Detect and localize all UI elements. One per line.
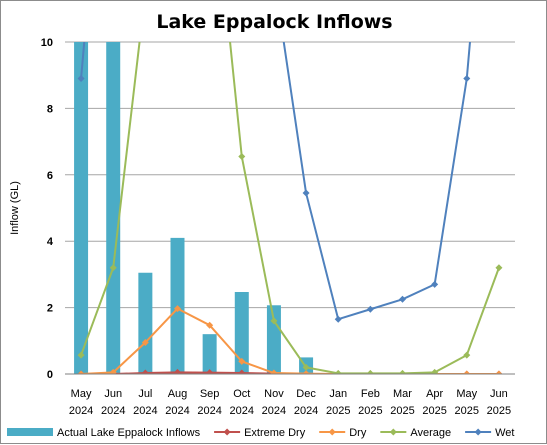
x-tick-label-year: 2024: [197, 405, 221, 417]
x-tick-label-year: 2024: [101, 405, 125, 417]
y-axis-label: Inflow (GL): [9, 181, 21, 235]
x-tick-label-year: 2025: [390, 405, 414, 417]
bar-series: [74, 42, 314, 374]
bar: [202, 334, 217, 374]
x-tick-label-month: Feb: [361, 388, 380, 400]
y-tick-label: 6: [47, 170, 53, 182]
legend-marker: [474, 428, 482, 436]
data-point: [174, 305, 181, 313]
data-point: [463, 370, 471, 374]
legend-label: Average: [410, 427, 451, 439]
x-tick-label-year: 2025: [422, 405, 446, 417]
x-tick-label-month: Jun: [490, 388, 508, 400]
legend-marker: [328, 428, 336, 436]
bar: [106, 42, 121, 374]
bar: [266, 305, 281, 374]
x-tick-label-month: Aug: [168, 388, 188, 400]
legend: Actual Lake Eppalock Inflows Extreme Dry D…: [7, 427, 514, 439]
bar: [138, 272, 153, 374]
data-point: [141, 369, 149, 374]
data-point: [366, 369, 374, 374]
legend-marker: [389, 428, 397, 436]
data-point: [334, 369, 342, 374]
y-tick-label: 8: [47, 103, 53, 115]
data-point: [77, 370, 85, 374]
data-point: [302, 363, 310, 371]
y-tick-label: 10: [41, 37, 53, 49]
x-tick-label-month: May: [456, 388, 477, 400]
bar: [234, 291, 249, 374]
data-point: [463, 75, 471, 83]
x-tick-label-year: 2024: [230, 405, 254, 417]
data-point: [302, 370, 310, 374]
data-point: [302, 189, 310, 197]
data-point: [366, 305, 374, 313]
data-point: [270, 317, 278, 325]
line-dry: [81, 307, 499, 374]
line-average: [80, 42, 500, 374]
data-point: [77, 75, 85, 83]
data-point: [77, 351, 85, 359]
x-tick-label-month: Apr: [426, 388, 443, 400]
data-point: [238, 153, 246, 161]
x-tick-label-month: Sep: [200, 388, 220, 400]
data-point: [495, 264, 503, 272]
data-point: [399, 295, 406, 303]
legend-label: Extreme Dry: [244, 427, 306, 439]
data-point: [141, 338, 149, 346]
chart-title: Lake Eppalock Inflows: [156, 11, 393, 33]
data-point: [399, 369, 406, 374]
x-tick-label-year: 2024: [165, 405, 189, 417]
data-point: [495, 370, 503, 374]
x-tick-label-month: Dec: [296, 388, 316, 400]
x-tick-label-month: Jun: [104, 388, 122, 400]
x-tick-label-year: 2025: [358, 405, 382, 417]
legend-label: Wet: [495, 427, 514, 439]
x-tick-label-month: Jan: [329, 388, 347, 400]
data-point: [206, 321, 214, 329]
legend-marker: [223, 428, 231, 436]
data-point: [463, 351, 471, 359]
data-point: [109, 368, 117, 374]
x-tick-label-year: 2024: [69, 405, 93, 417]
data-point: [238, 357, 246, 365]
data-point: [238, 369, 246, 374]
data-point: [206, 369, 214, 374]
legend-label: Actual Lake Eppalock Inflows: [57, 427, 201, 439]
data-point: [431, 368, 439, 374]
x-tick-label-year: 2025: [455, 405, 479, 417]
x-tick-label-month: Nov: [264, 388, 284, 400]
x-tick-label-month: May: [71, 388, 92, 400]
x-tick-label-year: 2025: [326, 405, 350, 417]
legend-swatch-bar: [7, 428, 53, 436]
x-tick-label-year: 2024: [262, 405, 286, 417]
axes: 0 2 4 6 8 10 Inflow (GL) May 2024 Jun 2024 Jul 2024 A…: [9, 37, 515, 417]
x-tick-label-year: 2024: [133, 405, 157, 417]
data-point: [109, 264, 117, 272]
y-tick-label: 2: [47, 303, 53, 315]
data-point: [334, 315, 342, 323]
legend-label: Dry: [349, 427, 367, 439]
data-point: [431, 280, 439, 288]
x-tick-label-month: Jul: [138, 388, 152, 400]
y-tick-label: 0: [47, 369, 53, 381]
x-tick-label-year: 2025: [487, 405, 511, 417]
bar: [74, 42, 89, 374]
x-tick-label-year: 2024: [294, 405, 318, 417]
data-point: [174, 368, 181, 374]
data-point: [270, 369, 278, 374]
x-tick-label-month: Mar: [393, 388, 412, 400]
line-wet: [80, 42, 471, 321]
x-tick-label-month: Oct: [233, 388, 250, 400]
y-tick-label: 4: [47, 236, 54, 248]
